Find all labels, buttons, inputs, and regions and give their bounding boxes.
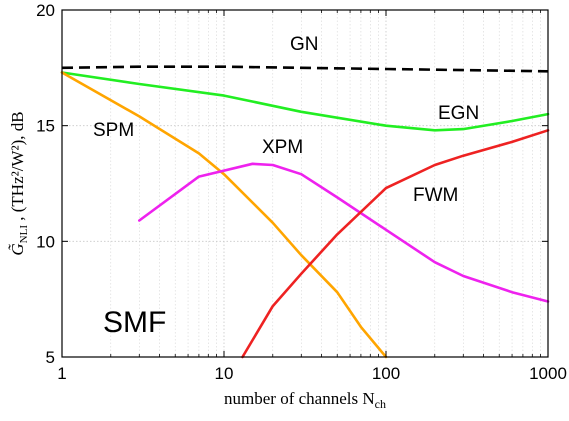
plot-frame [61,9,549,358]
y-tick-label: 15 [36,117,55,136]
x-tick-label: 100 [372,364,400,383]
y-axis-label-units: , (THz²/W²), dB [8,111,27,225]
y-tick-label: 10 [36,232,55,251]
series-lines [60,65,550,359]
grid [62,10,548,357]
x-axis-label: number of channels Nch [224,389,386,411]
y-axis-label-symbol: G̃ [8,243,27,255]
y-axis-label: G̃NLI , (THz²/W²), dB [8,111,30,255]
series-label-gn: GN [290,34,319,55]
series-label-xpm: XPM [262,137,303,158]
x-tick-label: 10 [215,364,234,383]
series-line-fwm [241,129,550,359]
y-tick-label: 5 [46,348,55,367]
series-label-spm: SPM [93,120,134,141]
x-tick-label: 1 [57,364,66,383]
x-axis-label-sub: ch [375,397,386,411]
x-tick-label: 1000 [529,364,567,383]
x-axis-label-main: number of channels N [224,389,375,408]
y-axis-label-sub: NLI [18,225,30,244]
series-line-xpm [138,162,550,303]
series-labels: GN EGN SPM XPM FWM [93,34,479,206]
series-label-egn: EGN [438,103,479,124]
series-line-gn [61,65,549,73]
series-label-fwm: FWM [413,185,458,206]
y-tick-label: 20 [36,1,55,20]
series-line-spm [60,71,388,359]
annotation-smf: SMF [103,306,166,339]
series-line-egn [60,71,550,132]
